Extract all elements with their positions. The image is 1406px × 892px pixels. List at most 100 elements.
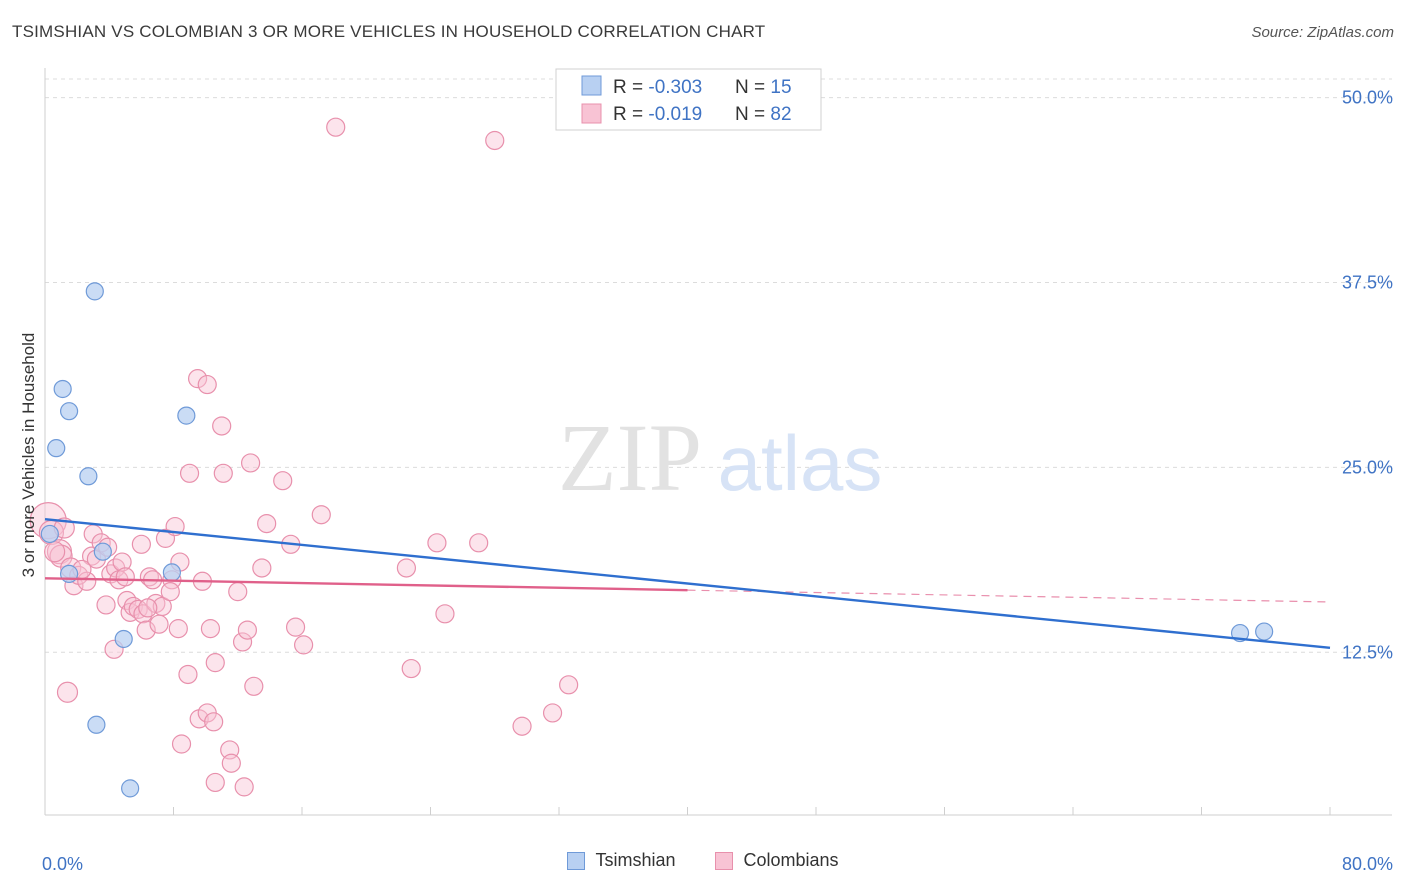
colombian-point-67 xyxy=(435,604,455,624)
tsimshian-point-1 xyxy=(53,379,72,399)
colombian-point-69 xyxy=(485,130,505,151)
colombian-point-76 xyxy=(115,567,135,587)
colombian-point-72 xyxy=(559,675,579,695)
x-tick-label-0: 0.0% xyxy=(42,854,83,874)
y-tick-label-1: 25.0% xyxy=(1342,457,1393,477)
legend-swatch-colombians-bottom xyxy=(715,851,734,870)
tsimshian-point-9 xyxy=(162,563,181,582)
legend-r-label-1: R = xyxy=(613,77,648,98)
colombian-point-39 xyxy=(200,619,221,639)
colombian-point-73 xyxy=(56,681,79,703)
colombian-point-35 xyxy=(179,463,200,483)
source-credit: Source: ZipAtlas.com xyxy=(1251,24,1394,41)
tsimshian-point-5 xyxy=(85,282,104,301)
series-colombians xyxy=(29,117,579,797)
tsimshian-trend-line xyxy=(44,517,1331,650)
colombian-point-44 xyxy=(221,753,241,773)
legend-n-value-1: 15 xyxy=(770,77,791,98)
colombian-point-36 xyxy=(187,369,208,389)
legend-swatch-tsimshian-bottom xyxy=(567,851,586,870)
legend-bottom: Tsimshian Colombians xyxy=(0,850,1406,871)
colombian-point-63 xyxy=(204,712,224,732)
colombian-point-78 xyxy=(160,582,180,602)
legend-item-tsimshian[interactable]: Tsimshian xyxy=(567,850,675,871)
svg-text:N = 82: N = 82 xyxy=(735,104,792,125)
legend-r-value-1: -0.303 xyxy=(648,77,702,98)
colombian-point-68 xyxy=(469,533,489,553)
y-axis-label: 3 or more Vehicles in Household xyxy=(19,333,38,578)
tsimshian-point-10 xyxy=(114,629,133,649)
colombian-point-7 xyxy=(77,571,97,591)
colombian-point-81 xyxy=(44,541,66,563)
legend-label-tsimshian: Tsimshian xyxy=(595,850,676,870)
axes xyxy=(44,68,1392,816)
colombian-point-41 xyxy=(212,416,232,436)
x-tick-label-1: 80.0% xyxy=(1342,854,1393,874)
grid-lines xyxy=(45,78,1392,653)
colombian-point-47 xyxy=(237,620,257,640)
watermark-zip: ZIP xyxy=(558,404,702,511)
colombian-point-38 xyxy=(197,374,217,395)
colombian-point-60 xyxy=(171,734,192,754)
tsimshian-point-6 xyxy=(177,406,196,425)
colombian-point-28 xyxy=(152,596,172,617)
colombian-point-52 xyxy=(273,471,293,491)
legend-swatch-colombians xyxy=(581,103,602,124)
tick-labels: 12.5% 25.0% 37.5% 50.0% 0.0% 80.0% xyxy=(42,88,1393,874)
colombian-point-27 xyxy=(149,614,169,634)
y-tick-label-3: 50.0% xyxy=(1342,88,1393,108)
tsimshian-point-0 xyxy=(40,524,59,544)
legend-n-value-2: 82 xyxy=(770,104,791,125)
colombian-point-48 xyxy=(241,453,261,473)
svg-text:N = 15: N = 15 xyxy=(735,77,792,98)
colombian-point-49 xyxy=(244,676,264,696)
colombian-point-71 xyxy=(542,703,563,723)
tsimshian-point-2 xyxy=(59,402,79,421)
colombian-point-34 xyxy=(178,664,198,685)
watermark-atlas: atlas xyxy=(718,419,883,507)
colombian-point-42 xyxy=(213,463,233,483)
colombian-point-77 xyxy=(138,598,158,618)
tsimshian-point-3 xyxy=(47,439,66,458)
series-tsimshian xyxy=(40,282,1274,798)
legend-top: R = -0.303 N = 15 R = -0.019 N = 82 xyxy=(555,68,822,131)
colombian-trend-dashed xyxy=(687,589,1331,603)
colombian-point-65 xyxy=(401,658,421,679)
colombian-point-66 xyxy=(427,533,447,553)
colombian-point-21 xyxy=(131,534,151,554)
y-tick-label-0: 12.5% xyxy=(1342,642,1393,662)
colombian-point-12 xyxy=(96,595,116,615)
colombian-point-51 xyxy=(257,513,277,534)
legend-swatch-tsimshian xyxy=(581,75,602,96)
legend-r-value-2: -0.019 xyxy=(648,104,702,125)
colombian-point-64 xyxy=(396,558,417,578)
colombian-point-59 xyxy=(234,777,254,797)
legend-label-colombians: Colombians xyxy=(743,850,839,870)
legend-item-colombians[interactable]: Colombians xyxy=(715,850,839,871)
tsimshian-point-14 xyxy=(1255,622,1274,641)
y-tick-label-2: 37.5% xyxy=(1342,272,1393,292)
svg-text:R = -0.019: R = -0.019 xyxy=(613,104,702,125)
legend-n-label-1: N = xyxy=(735,77,770,98)
colombian-point-58 xyxy=(205,772,225,793)
legend-r-label-2: R = xyxy=(613,104,648,125)
trend-lines xyxy=(44,517,1331,650)
colombian-point-56 xyxy=(311,505,331,525)
colombian-point-50 xyxy=(252,558,272,578)
watermark: ZIP atlas xyxy=(558,404,882,511)
tsimshian-point-4 xyxy=(79,467,98,486)
colombian-trend-line xyxy=(44,577,688,592)
colombian-point-70 xyxy=(512,716,532,736)
colombian-point-32 xyxy=(168,619,188,639)
colombian-point-55 xyxy=(294,635,314,655)
colombian-point-57 xyxy=(326,117,346,137)
colombian-point-46 xyxy=(232,632,253,652)
chart-title: TSIMSHIAN VS COLOMBIAN 3 OR MORE VEHICLE… xyxy=(12,22,766,41)
legend-n-label-2: N = xyxy=(735,104,770,125)
tsimshian-point-11 xyxy=(87,715,106,734)
colombian-point-45 xyxy=(228,582,248,602)
colombian-point-54 xyxy=(285,617,306,637)
tsimshian-point-12 xyxy=(121,779,140,798)
colombian-point-40 xyxy=(205,653,225,673)
